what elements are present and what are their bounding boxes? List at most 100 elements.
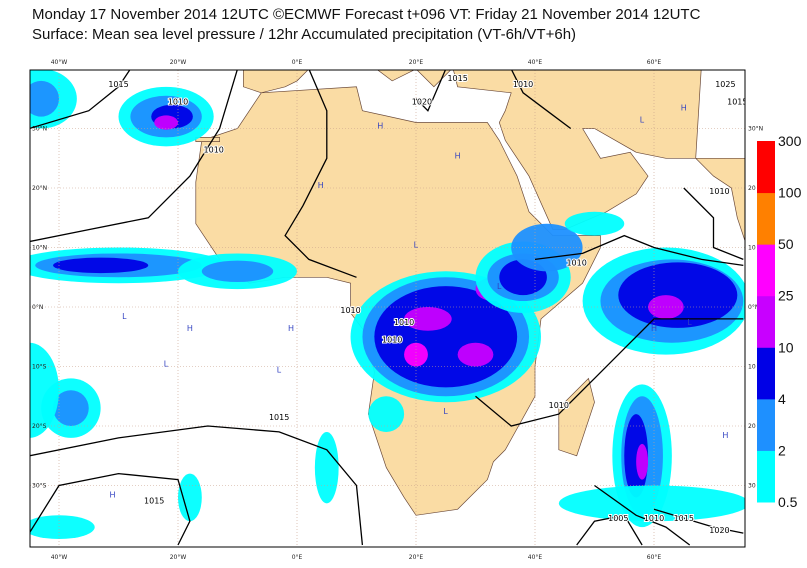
isobar (653, 508, 744, 534)
longitude-label: 20°W (170, 59, 187, 66)
isobar-label: 1015 (144, 496, 164, 505)
high-pressure-marker: H (318, 181, 324, 190)
high-pressure-marker: H (455, 151, 461, 160)
precip-area (30, 515, 95, 540)
legend-level-label: 10 (778, 339, 794, 355)
latitude-label: 30°N (32, 126, 47, 133)
high-pressure-marker: H (377, 122, 383, 131)
legend-level-label: 4 (778, 391, 786, 407)
longitude-label: 40°E (528, 554, 543, 561)
isobar-label: 1010 (566, 258, 586, 267)
legend-swatch (757, 347, 775, 400)
legend-level-label: 300 (778, 133, 802, 149)
longitude-label: 0°E (292, 59, 303, 66)
precip-area (53, 257, 149, 274)
precip-area (564, 211, 625, 236)
precip-area (154, 115, 179, 130)
legend-level-label: 2 (778, 442, 786, 458)
low-pressure-marker: L (497, 282, 502, 291)
legend-level-label: 25 (778, 288, 794, 304)
latitude-label-right: 30 (748, 483, 756, 490)
isobar (594, 484, 691, 546)
isobar-label: 1020 (709, 526, 729, 535)
latitude-label: 20°S (32, 423, 47, 430)
legend-level-label: 100 (778, 185, 802, 201)
latitude-label-right: 20 (748, 423, 756, 430)
map-labels: 1015 1010 1010 1015 1020 1015 1010 1025 1015 1010… (107, 73, 747, 536)
precip-area (618, 262, 738, 328)
low-pressure-marker: L (277, 365, 282, 374)
isobar-label: 1015 (108, 80, 128, 89)
latitude-label-right: 10 (748, 364, 756, 371)
precip-area (201, 260, 274, 283)
land-canary (195, 137, 220, 142)
title-line-2: Surface: Mean sea level pressure / 12hr … (32, 26, 577, 43)
isobars-layer (30, 70, 744, 546)
precipitation-layer (30, 70, 745, 540)
isobar (683, 187, 744, 261)
precip-area (457, 342, 494, 367)
land-mideast (453, 70, 702, 230)
high-pressure-marker: H (110, 490, 116, 499)
legend-swatch (757, 295, 775, 348)
high-pressure-marker: H (681, 104, 687, 113)
isobar-label: 1015 (727, 98, 747, 107)
longitude-label: 20°E (409, 554, 424, 561)
high-pressure-marker: H (723, 431, 729, 440)
isobar-label: 1020 (412, 98, 432, 107)
isobar (284, 70, 357, 278)
land-iberia (243, 70, 309, 94)
isobar (534, 234, 744, 267)
precip-area (404, 342, 428, 367)
longitude-label: 20°W (170, 554, 187, 561)
longitude-label: 40°W (51, 59, 68, 66)
latitude-label-right: 30°N (748, 126, 763, 133)
title-line-1: Monday 17 November 2014 12UTC ©ECMWF For… (32, 6, 701, 23)
isobar (30, 70, 238, 243)
legend-swatch (757, 244, 775, 297)
isobar (415, 70, 447, 112)
isobar (475, 318, 744, 427)
isobar-label: 1015 (447, 74, 467, 83)
precip-legend: 0.5 2 4 10 25 50 100 300 (757, 133, 802, 510)
isobar (30, 70, 131, 129)
precip-area (558, 485, 745, 522)
legend-level-label: 50 (778, 236, 794, 252)
low-pressure-marker: L (122, 312, 127, 321)
latitude-label: 30°S (32, 483, 47, 490)
legend-swatch (757, 192, 775, 245)
precip-area (53, 390, 89, 426)
precip-area (648, 295, 684, 319)
isobar-label: 1005 (608, 514, 628, 523)
land-europe_e (377, 70, 452, 88)
latitude-label: 20°N (32, 185, 47, 192)
land-madagascar (558, 377, 595, 457)
axis-labels: 40°W 40°W 20°W 20°W 0°E 0°E 20°E 20°E 40°E 40°E 60… (32, 59, 763, 561)
isobar (576, 514, 643, 546)
low-pressure-marker: L (687, 318, 692, 327)
isobar-label: 1010 (513, 80, 533, 89)
isobar-label: 1010 (709, 187, 729, 196)
low-pressure-marker: L (640, 116, 645, 125)
low-pressure-marker: L (164, 360, 169, 369)
latitude-label-right: 0°N (748, 304, 759, 311)
isobar (510, 70, 572, 130)
latitude-label: 10°S (32, 364, 47, 371)
land-india (694, 157, 745, 242)
precip-area (404, 307, 452, 331)
latitude-label: 0°N (32, 304, 43, 311)
isobar-label: 1010 (394, 318, 414, 327)
latitude-label-right: 10 (748, 245, 756, 252)
legend-swatch (757, 450, 775, 503)
high-pressure-marker: H (187, 324, 193, 333)
isobar-label: 1010 (382, 336, 402, 345)
isobar-label: 1010 (549, 401, 569, 410)
precip-area (178, 473, 202, 522)
longitude-label: 40°W (51, 554, 68, 561)
legend-swatch (757, 141, 775, 194)
isobar-label: 1015 (269, 413, 289, 422)
legend-swatch (757, 398, 775, 451)
longitude-label: 0°E (292, 554, 303, 561)
graticule (30, 70, 745, 547)
longitude-label: 60°E (647, 554, 662, 561)
